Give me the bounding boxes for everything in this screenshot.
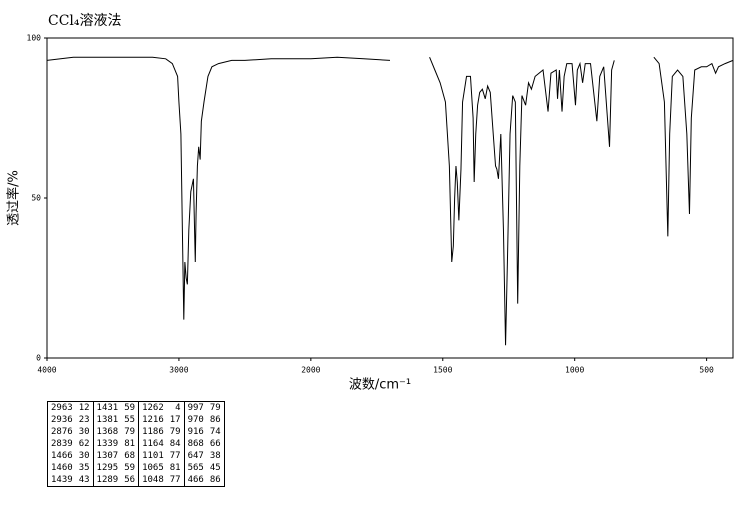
transmittance-cell: 81: [169, 463, 181, 473]
wavenumber-cell: 2963: [51, 403, 73, 413]
transmittance-cell: 4: [175, 403, 181, 413]
wavenumber-cell: 1101: [138, 450, 167, 462]
chart: CCl₄溶液法 波数/cm⁻¹ 透过率/% 0 50 100 4000 3000 2000…: [6, 13, 734, 393]
transmittance-cell: 23: [78, 415, 90, 425]
wavenumber-cell: 868: [183, 438, 207, 450]
x-tick-label: 2000: [301, 366, 320, 375]
y-tick-label: 0: [36, 354, 41, 363]
peak-row: 1439 43 1289 56 1048 77 466 86: [48, 474, 225, 487]
transmittance-cell: 81: [124, 439, 136, 449]
wavenumber-cell: 1164: [138, 438, 167, 450]
transmittance-cell: 45: [209, 463, 221, 473]
wavenumber-cell: 1048: [138, 474, 167, 487]
peak-table: 2963 12 1431 59 1262 4 997 79 2936 23 1381 55 1216 17…: [47, 401, 225, 487]
transmittance-cell: 38: [209, 451, 221, 461]
wavenumber-cell: 997: [183, 401, 207, 414]
wavenumber-cell: 2936: [51, 415, 73, 425]
transmittance-cell: 43: [78, 475, 90, 485]
transmittance-cell: 86: [209, 475, 221, 485]
transmittance-cell: 84: [169, 439, 181, 449]
peak-row: 2876 30 1368 79 1186 79 916 74: [48, 426, 225, 438]
peak-row: 1466 30 1307 68 1101 77 647 38: [48, 450, 225, 462]
wavenumber-cell: 1368: [92, 426, 122, 438]
transmittance-cell: 74: [209, 427, 221, 437]
x-tick-label: 500: [699, 366, 714, 375]
transmittance-cell: 77: [169, 475, 181, 485]
plot-frame: [46, 37, 734, 359]
transmittance-cell: 66: [209, 439, 221, 449]
peak-row: 2839 62 1339 81 1164 84 868 66: [48, 438, 225, 450]
x-tick-label: 3000: [169, 366, 188, 375]
wavenumber-cell: 1466: [51, 451, 73, 461]
wavenumber-cell: 565: [183, 462, 207, 474]
wavenumber-cell: 1307: [92, 450, 122, 462]
wavenumber-cell: 1439: [51, 475, 73, 485]
transmittance-cell: 55: [124, 415, 136, 425]
peak-row: 2963 12 1431 59 1262 4 997 79: [48, 401, 225, 414]
spectrum-line: [46, 56, 734, 346]
wavenumber-cell: 466: [183, 474, 207, 487]
wavenumber-cell: 1295: [92, 462, 122, 474]
transmittance-cell: 79: [169, 427, 181, 437]
wavenumber-cell: 647: [183, 450, 207, 462]
wavenumber-cell: 1065: [138, 462, 167, 474]
y-tick-label: 100: [27, 34, 42, 43]
transmittance-cell: 35: [78, 463, 90, 473]
transmittance-cell: 12: [78, 403, 90, 413]
wavenumber-cell: 2876: [51, 427, 73, 437]
transmittance-cell: 77: [169, 451, 181, 461]
x-tick-label: 4000: [37, 366, 56, 375]
transmittance-cell: 79: [124, 427, 136, 437]
y-tick-label: 50: [31, 194, 41, 203]
wavenumber-cell: 1381: [92, 414, 122, 426]
wavenumber-cell: 1431: [92, 401, 122, 414]
wavenumber-cell: 2839: [51, 439, 73, 449]
transmittance-cell: 59: [124, 463, 136, 473]
transmittance-cell: 56: [124, 475, 136, 485]
transmittance-cell: 68: [124, 451, 136, 461]
peak-row: 1460 35 1295 59 1065 81 565 45: [48, 462, 225, 474]
x-axis-label: 波数/cm⁻¹: [349, 378, 411, 393]
chart-title: CCl₄溶液法: [48, 13, 122, 29]
transmittance-cell: 62: [78, 439, 90, 449]
wavenumber-cell: 1339: [92, 438, 122, 450]
wavenumber-cell: 1216: [138, 414, 167, 426]
wavenumber-cell: 1289: [92, 474, 122, 487]
x-tick-label: 1500: [433, 366, 452, 375]
transmittance-cell: 59: [124, 403, 136, 413]
transmittance-cell: 30: [78, 427, 90, 437]
wavenumber-cell: 1262: [138, 401, 167, 414]
peak-row: 2936 23 1381 55 1216 17 970 86: [48, 414, 225, 426]
transmittance-cell: 17: [169, 415, 181, 425]
wavenumber-cell: 1460: [51, 463, 73, 473]
transmittance-cell: 30: [78, 451, 90, 461]
wavenumber-cell: 1186: [138, 426, 167, 438]
y-axis-label: 透过率/%: [6, 170, 22, 226]
wavenumber-cell: 916: [183, 426, 207, 438]
wavenumber-cell: 970: [183, 414, 207, 426]
x-tick-label: 1000: [565, 366, 584, 375]
transmittance-cell: 79: [209, 403, 221, 413]
transmittance-cell: 86: [209, 415, 221, 425]
